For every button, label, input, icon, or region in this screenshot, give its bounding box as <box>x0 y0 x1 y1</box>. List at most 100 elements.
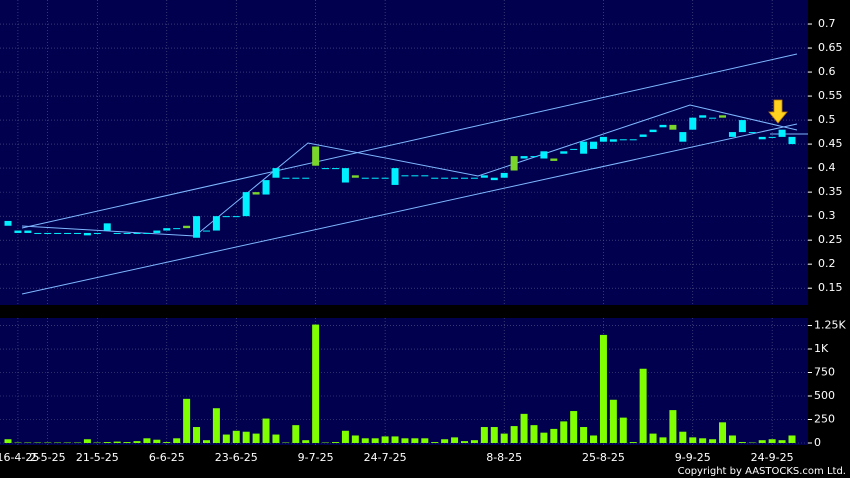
candle-body <box>143 232 151 234</box>
volume-bar <box>193 427 201 443</box>
y-tick-label: 0.2 <box>818 257 836 270</box>
volume-bar <box>421 438 429 443</box>
candle-body <box>510 156 518 171</box>
volume-bar <box>709 439 717 443</box>
y-tick-label: 0.55 <box>818 89 843 102</box>
candle-body <box>123 232 131 234</box>
candle-body <box>322 168 330 170</box>
volume-bar <box>619 417 627 443</box>
y2-tick-label: 750 <box>814 366 835 379</box>
candle-body <box>669 124 677 130</box>
volume-bar <box>778 440 786 443</box>
candle-body <box>441 177 449 179</box>
volume-bar <box>659 437 667 443</box>
y-tick-label: 0.15 <box>818 281 843 294</box>
volume-bar <box>103 442 111 443</box>
x-tick-label: 16-4-25 <box>0 451 39 464</box>
candle-body <box>193 216 201 238</box>
candle-body <box>758 136 766 140</box>
volume-bar <box>272 434 280 443</box>
y-tick-label: 0.3 <box>818 209 836 222</box>
volume-bar <box>431 442 439 443</box>
candle-body <box>590 141 598 149</box>
candle-body <box>44 232 52 234</box>
copyright: Copyright by AASTOCKS.com Ltd. <box>678 466 846 477</box>
candle-body <box>242 192 250 217</box>
volume-bar <box>669 410 677 443</box>
volume-bar <box>202 440 210 443</box>
candle-body <box>679 132 687 142</box>
candle-body <box>302 177 310 179</box>
price-panel <box>0 0 808 305</box>
y-tick-label: 0.4 <box>818 161 836 174</box>
candle-body <box>93 232 101 234</box>
volume-bar <box>510 426 518 443</box>
volume-bar <box>331 442 339 443</box>
volume-bar <box>232 430 240 443</box>
volume-bar <box>381 436 389 443</box>
volume-bar <box>738 442 746 443</box>
volume-bar <box>580 427 588 443</box>
volume-bar <box>480 427 488 443</box>
volume-bar <box>550 428 558 443</box>
volume-bar <box>292 425 300 443</box>
x-tick-label: 2-5-25 <box>30 451 66 464</box>
y2-tick-label: 0 <box>814 436 821 449</box>
volume-bar <box>153 439 161 443</box>
volume-bar <box>252 433 260 443</box>
x-tick-label: 21-5-25 <box>76 451 119 464</box>
volume-bar <box>371 438 379 443</box>
volume-bar <box>222 434 230 443</box>
volume-bar <box>113 441 121 443</box>
candle-body <box>4 220 12 226</box>
volume-bar <box>490 427 498 443</box>
y-tick-label: 0.6 <box>818 65 836 78</box>
volume-bar <box>341 430 349 443</box>
volume-bar <box>540 432 548 443</box>
candle-body <box>659 124 667 128</box>
candle-body <box>83 232 91 236</box>
candle-body <box>480 175 488 178</box>
candle-body <box>252 192 260 195</box>
volume-bar <box>212 408 220 443</box>
candle-body <box>371 177 379 179</box>
signal-arrow <box>768 99 788 124</box>
candle-body <box>103 223 111 231</box>
candle-body <box>341 168 349 183</box>
candle-body <box>470 177 478 179</box>
volume-bar <box>173 438 181 443</box>
candle-body <box>619 139 627 141</box>
candle-body <box>34 232 42 234</box>
volume-bar <box>262 418 270 443</box>
x-tick-label: 23-6-25 <box>215 451 258 464</box>
x-tick-label: 24-7-25 <box>364 451 407 464</box>
candle-body <box>133 232 141 234</box>
candle-body <box>292 177 300 179</box>
candle-body <box>570 148 578 150</box>
volume-bar <box>441 439 449 443</box>
candle-body <box>173 228 181 230</box>
y-tick-label: 0.5 <box>818 113 836 126</box>
x-tick-label: 9-9-25 <box>675 451 711 464</box>
marks <box>4 115 796 443</box>
channel-upper <box>21 53 798 229</box>
volume-bar <box>719 422 727 443</box>
candle-body <box>411 175 419 177</box>
volume-bar <box>590 435 598 443</box>
volume-bar <box>361 438 369 443</box>
candle-body <box>540 151 548 159</box>
candle-body <box>748 132 756 134</box>
candle-body <box>530 156 538 158</box>
candle-body <box>14 230 22 233</box>
volume-bar <box>500 433 508 443</box>
candle-body <box>183 225 191 229</box>
candle-body <box>550 158 558 161</box>
x-tick-label: 9-7-25 <box>298 451 334 464</box>
volume-bar <box>599 334 607 443</box>
volume-bar <box>411 438 419 443</box>
candle-body <box>719 115 727 118</box>
candle-body <box>778 129 786 137</box>
volume-bar <box>530 425 538 443</box>
